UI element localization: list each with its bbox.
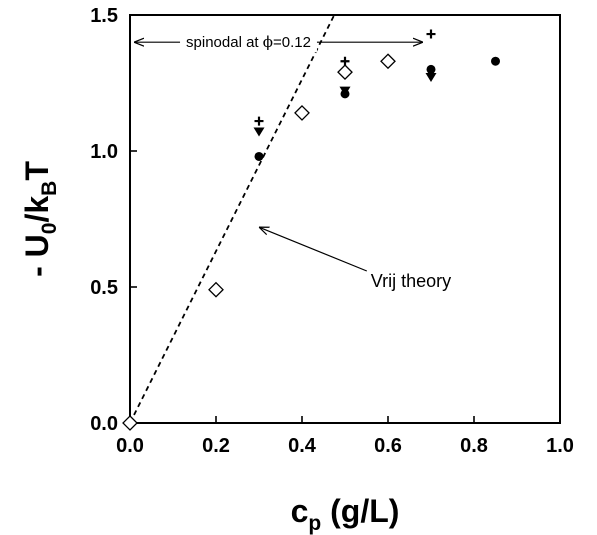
- data-points: [122, 29, 500, 431]
- x-tick-label: 0.6: [374, 435, 402, 457]
- point-down-triangle: [339, 86, 351, 96]
- plot-frame: [129, 14, 561, 424]
- point-plus: [340, 56, 350, 66]
- x-tick-label: 0.8: [460, 435, 488, 457]
- x-axis-label: cp (g/L): [291, 493, 400, 535]
- phi-symbol: ϕ: [263, 33, 273, 51]
- y-tick-label: 0.5: [90, 277, 118, 299]
- point-plus: [426, 29, 436, 39]
- x-tick-label: 0.2: [202, 435, 230, 457]
- point-open-diamond: [122, 415, 138, 431]
- x-axis-ticks: 0.0 0.2 0.4 0.6 0.8 1.0: [116, 416, 574, 457]
- spinodal-label-background: [180, 32, 317, 53]
- point-filled-circle: [491, 56, 500, 66]
- point-down-triangle: [425, 73, 437, 83]
- point-open-diamond: [208, 281, 224, 298]
- spinodal-annotation: spinodal at ϕ=0.12: [186, 33, 311, 51]
- theory-line: [129, 14, 336, 424]
- x-tick-label: 1.0: [546, 435, 574, 457]
- y-axis-ticks: 0.0 0.5 1.0 1.5: [90, 5, 137, 435]
- point-open-diamond: [380, 53, 396, 70]
- vrij-theory-label: Vrij theory: [371, 271, 451, 291]
- point-filled-circle: [254, 151, 264, 161]
- y-tick-label: 1.0: [90, 141, 118, 163]
- point-plus: [254, 116, 264, 126]
- point-filled-circle: [426, 64, 436, 74]
- vrij-theory-arrow: [259, 227, 368, 272]
- x-tick-label: 0.4: [288, 435, 317, 457]
- y-tick-label: 1.5: [90, 5, 118, 27]
- point-down-triangle: [253, 127, 265, 137]
- point-open-diamond: [294, 105, 310, 121]
- x-tick-label: 0.0: [116, 435, 144, 457]
- y-axis-label: - U0/kBT: [19, 161, 61, 277]
- y-tick-label: 0.0: [90, 413, 118, 435]
- point-open-diamond: [337, 64, 353, 81]
